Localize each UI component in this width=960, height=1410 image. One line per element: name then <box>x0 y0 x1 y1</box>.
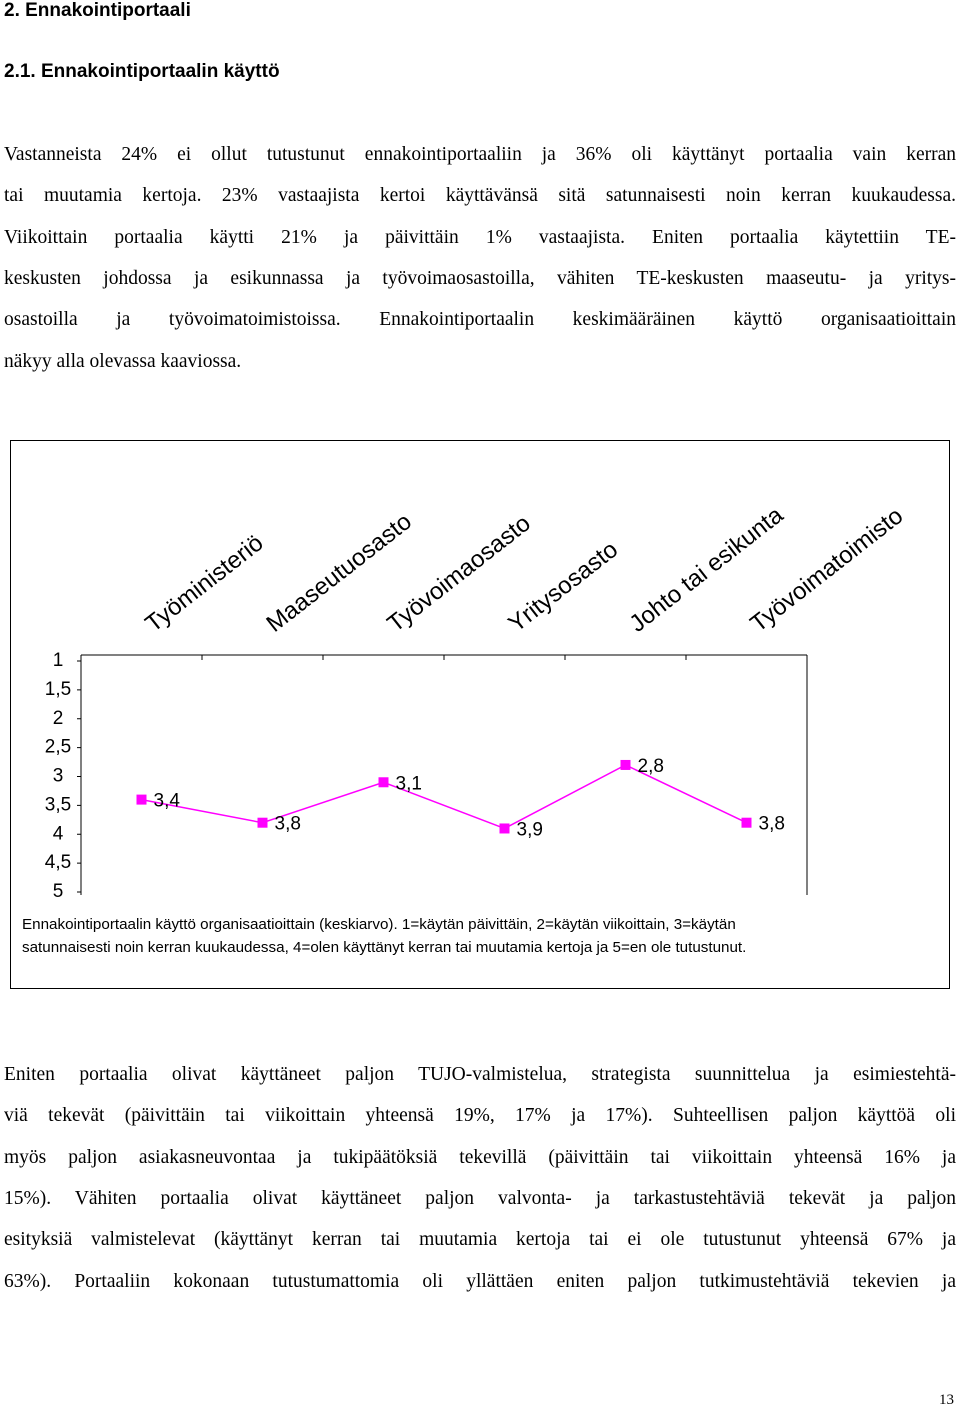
page-number: 13 <box>939 1392 954 1408</box>
y-tick-label: 1,5 <box>45 679 71 700</box>
y-tick-label: 2 <box>53 708 64 729</box>
y-tick-label: 2,5 <box>45 737 71 758</box>
x-tick-label: Työministeriö <box>140 529 268 637</box>
x-tick-label: Yritysosasto <box>503 536 623 638</box>
paragraph-line: osastoilla ja työvoimatoimistoissa. Enna… <box>4 309 956 331</box>
paragraph-line: myös paljon asiakasneuvontaa ja tukipäät… <box>4 1146 956 1168</box>
data-label: 3,1 <box>396 773 422 794</box>
data-label: 3,9 <box>517 819 543 840</box>
y-tick-label: 4 <box>53 823 64 844</box>
chart-frame <box>10 440 950 989</box>
data-marker <box>741 817 752 828</box>
paragraph-line: Viikoittain portaalia käytti 21% ja päiv… <box>4 226 956 248</box>
paragraph-line: tai muutamia kertoja. 23% vastaajista ke… <box>4 185 956 207</box>
subheading: 2.1. Ennakointiportaalin käyttö <box>4 61 280 82</box>
y-tick-label: 3 <box>53 766 64 787</box>
y-tick-label: 1 <box>53 650 64 671</box>
data-label: 3,8 <box>759 814 785 835</box>
data-label: 3,8 <box>275 814 301 835</box>
paragraph-line: näkyy alla olevassa kaaviossa. <box>4 350 242 372</box>
paragraph-line: Eniten portaalia olivat käyttäneet paljo… <box>4 1064 956 1085</box>
data-marker <box>620 759 631 770</box>
paragraph-line: Vastanneista 24% ei ollut tutustunut enn… <box>4 144 956 165</box>
caption: Ennakointiportaalin käyttö organisaatioi… <box>22 916 736 933</box>
data-marker <box>499 823 510 834</box>
paragraph-line: esityksiä valmistelevat (käyttänyt kerra… <box>4 1229 956 1251</box>
data-line <box>141 764 747 830</box>
data-label: 2,8 <box>638 756 664 777</box>
y-tick-label: 4,5 <box>45 852 71 873</box>
paragraph-line: viä tekevät (päivittäin tai viikoittain … <box>4 1105 956 1127</box>
data-marker <box>257 817 268 828</box>
paragraph-line: 15%). Vähiten portaalia olivat käyttänee… <box>4 1187 956 1209</box>
data-marker <box>136 794 147 805</box>
caption: satunnaisesti noin kerran kuukaudessa, 4… <box>22 939 746 956</box>
paragraph-line: 63%). Portaaliin kokonaan tutustumattomi… <box>4 1270 956 1292</box>
heading: 2. Ennakointiportaali <box>4 0 191 21</box>
data-marker <box>378 777 389 788</box>
y-tick-label: 5 <box>53 881 64 902</box>
paragraph-line: keskusten johdossa ja esikunnassa ja työ… <box>4 267 956 289</box>
data-label: 3,4 <box>154 791 181 812</box>
y-tick-label: 3,5 <box>45 794 71 815</box>
